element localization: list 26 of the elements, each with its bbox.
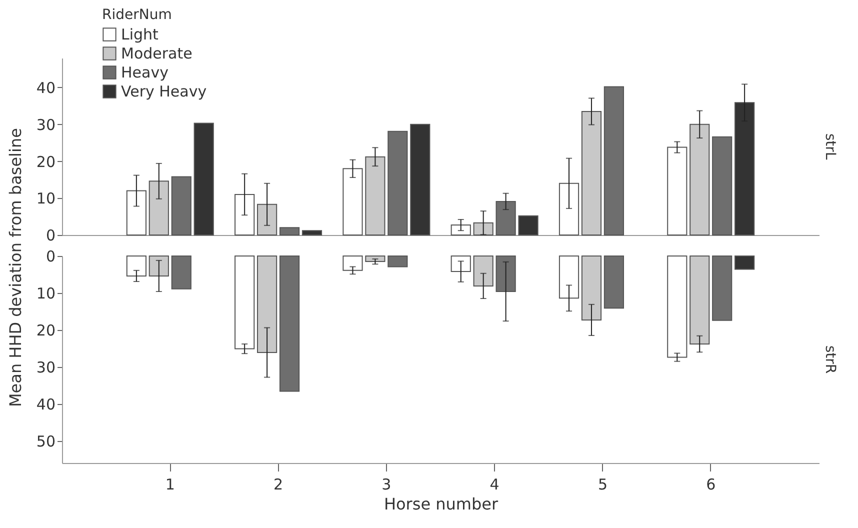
x-tick-label: 5 — [598, 476, 608, 494]
y-tick-label: 40 — [36, 79, 56, 97]
x-tick-label: 3 — [382, 476, 392, 494]
y-tick-label: 20 — [36, 152, 56, 171]
y-tick-label: 40 — [36, 395, 56, 414]
legend-label: Moderate — [121, 44, 192, 62]
y-tick-label: 20 — [36, 321, 56, 340]
legend-title: RiderNum — [102, 7, 172, 23]
y-tick-label: 0 — [46, 226, 56, 244]
legend-label: Heavy — [121, 64, 169, 82]
x-axis-title: Horse number — [384, 494, 498, 514]
y-tick-label: 30 — [36, 116, 56, 134]
y-tick-label: 10 — [36, 190, 56, 208]
y-tick-label: 30 — [36, 358, 56, 376]
y-axis-title: Mean HHD deviation from baseline — [6, 127, 25, 409]
x-tick-label: 6 — [706, 476, 716, 494]
text: strL — [822, 133, 838, 160]
x-tick-label: 4 — [490, 476, 500, 494]
y-tick-label: 50 — [36, 432, 56, 450]
y-tick-label: 10 — [36, 284, 56, 302]
x-tick-label: 2 — [274, 476, 284, 494]
text: strR — [822, 345, 838, 374]
legend-label: Light — [121, 26, 159, 44]
y-tick-label: 0 — [46, 248, 56, 266]
x-tick-label: 1 — [165, 476, 175, 494]
legend-label: Very Heavy — [121, 82, 207, 100]
